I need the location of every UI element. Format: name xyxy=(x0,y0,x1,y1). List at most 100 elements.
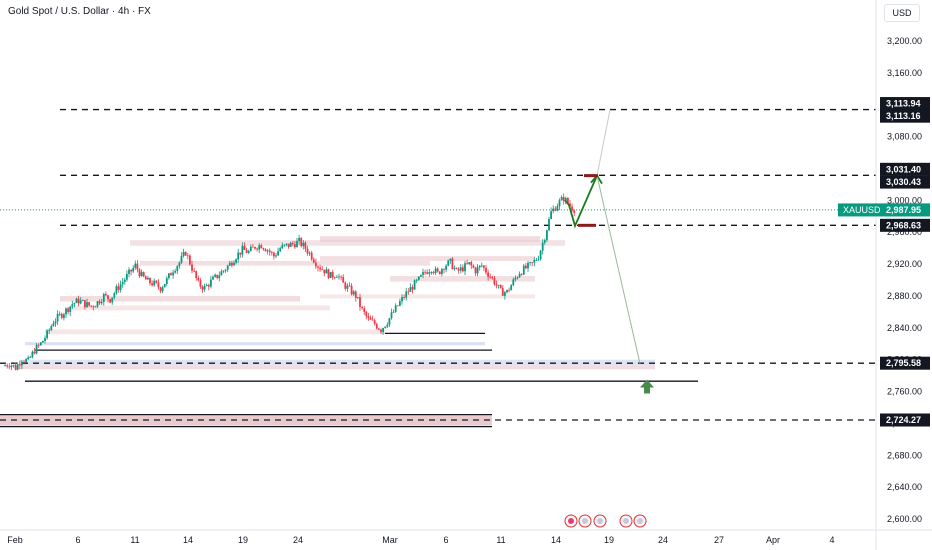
currency-button[interactable]: USD xyxy=(884,4,920,22)
y-tick-label: 2,640.00 xyxy=(887,482,922,492)
candle-body xyxy=(182,252,185,256)
level-label: 3,030.43 xyxy=(886,177,921,187)
candle-body xyxy=(54,321,57,324)
candle-body xyxy=(16,364,19,370)
candle-body xyxy=(468,262,471,264)
candle-body xyxy=(266,250,269,252)
candle-body xyxy=(340,276,342,278)
candle-body xyxy=(369,317,372,320)
last-price-label: 2,987.95 xyxy=(886,205,921,215)
candle-body xyxy=(529,262,531,263)
x-tick-label: Feb xyxy=(7,535,23,545)
y-tick-label: 2,680.00 xyxy=(887,450,922,460)
y-tick-label: 2,880.00 xyxy=(887,291,922,301)
candle-body xyxy=(29,357,32,358)
candle-body xyxy=(42,340,44,343)
candle-body xyxy=(281,245,284,249)
candle-body xyxy=(241,245,244,255)
x-axis[interactable]: Feb 6 11 14 19 24 Mar 6 11 14 19 24 27 Apr 4 xyxy=(0,514,932,545)
candle-body xyxy=(130,269,132,272)
candle-body xyxy=(147,277,149,280)
candle-body xyxy=(346,285,349,289)
candle-body xyxy=(415,279,418,281)
candle-body xyxy=(46,330,48,339)
event-icon-dot xyxy=(597,518,603,524)
candle-body xyxy=(60,313,63,318)
candle-body xyxy=(174,271,177,273)
chart-title: Gold Spot / U.S. Dollar · 4h · FX xyxy=(8,6,151,17)
candle-body xyxy=(264,249,267,252)
candle-body xyxy=(363,308,366,312)
candle-body xyxy=(197,277,200,281)
candle-body xyxy=(149,277,151,284)
candle-body xyxy=(138,269,141,277)
candle-body xyxy=(533,259,536,263)
level-lines xyxy=(0,108,876,428)
candle-body xyxy=(514,278,517,280)
candle-body xyxy=(67,308,69,313)
candle-body xyxy=(459,267,462,271)
candle-body xyxy=(109,299,111,303)
x-tick-label: 14 xyxy=(183,535,193,545)
candle-body xyxy=(361,306,363,309)
candle-body xyxy=(39,342,42,346)
zone xyxy=(130,240,565,246)
candle-body xyxy=(417,276,420,280)
candle-body xyxy=(308,252,311,254)
event-icon-dot xyxy=(623,518,629,524)
candles xyxy=(4,193,576,371)
candle-body xyxy=(23,361,25,363)
candle-body xyxy=(451,258,454,270)
candle-body xyxy=(245,249,248,253)
event-icon-dot xyxy=(637,518,643,524)
candle-body xyxy=(136,263,139,270)
y-axis[interactable]: 3,200.003,160.003,120.003,080.003,040.00… xyxy=(838,0,930,550)
candle-body xyxy=(348,285,351,287)
candle-body xyxy=(12,365,15,366)
x-tick-label: 19 xyxy=(238,535,248,545)
target-marker xyxy=(584,174,598,178)
event-icon-dot xyxy=(568,518,574,524)
zone xyxy=(70,305,330,311)
candle-body xyxy=(302,242,305,247)
candle-body xyxy=(128,269,130,274)
y-tick-label: 2,840.00 xyxy=(887,323,922,333)
candle-body xyxy=(33,351,36,354)
projection-upper-line xyxy=(596,109,611,176)
candle-body xyxy=(249,246,252,252)
candle-body xyxy=(321,269,324,271)
candle-body xyxy=(258,245,261,250)
candle-body xyxy=(325,269,328,274)
candle-body xyxy=(193,270,195,272)
candle-body xyxy=(275,255,277,257)
candle-body xyxy=(94,306,97,308)
candle-body xyxy=(487,272,489,277)
zone xyxy=(320,294,535,299)
candle-body xyxy=(92,306,95,308)
candle-body xyxy=(333,277,336,279)
x-tick-label: 24 xyxy=(293,535,303,545)
candle-body xyxy=(218,275,221,279)
candle-body xyxy=(6,365,9,367)
candle-body xyxy=(233,262,235,266)
candle-body xyxy=(329,272,332,278)
candle-body xyxy=(449,258,452,261)
candle-body xyxy=(331,272,334,278)
candle-body xyxy=(115,286,118,294)
candle-body xyxy=(65,308,67,315)
x-tick-label: 4 xyxy=(829,535,834,545)
y-tick-label: 2,760.00 xyxy=(887,387,922,397)
candle-body xyxy=(243,245,246,250)
candle-body xyxy=(535,259,538,261)
candle-body xyxy=(285,243,288,245)
candle-body xyxy=(522,265,525,275)
candle-body xyxy=(161,287,164,292)
candle-body xyxy=(210,279,212,287)
candle-body xyxy=(132,267,135,272)
candle-body xyxy=(163,284,166,288)
candle-body xyxy=(262,248,265,250)
level-label: 3,031.40 xyxy=(886,164,921,174)
x-tick-label: 11 xyxy=(130,535,139,545)
